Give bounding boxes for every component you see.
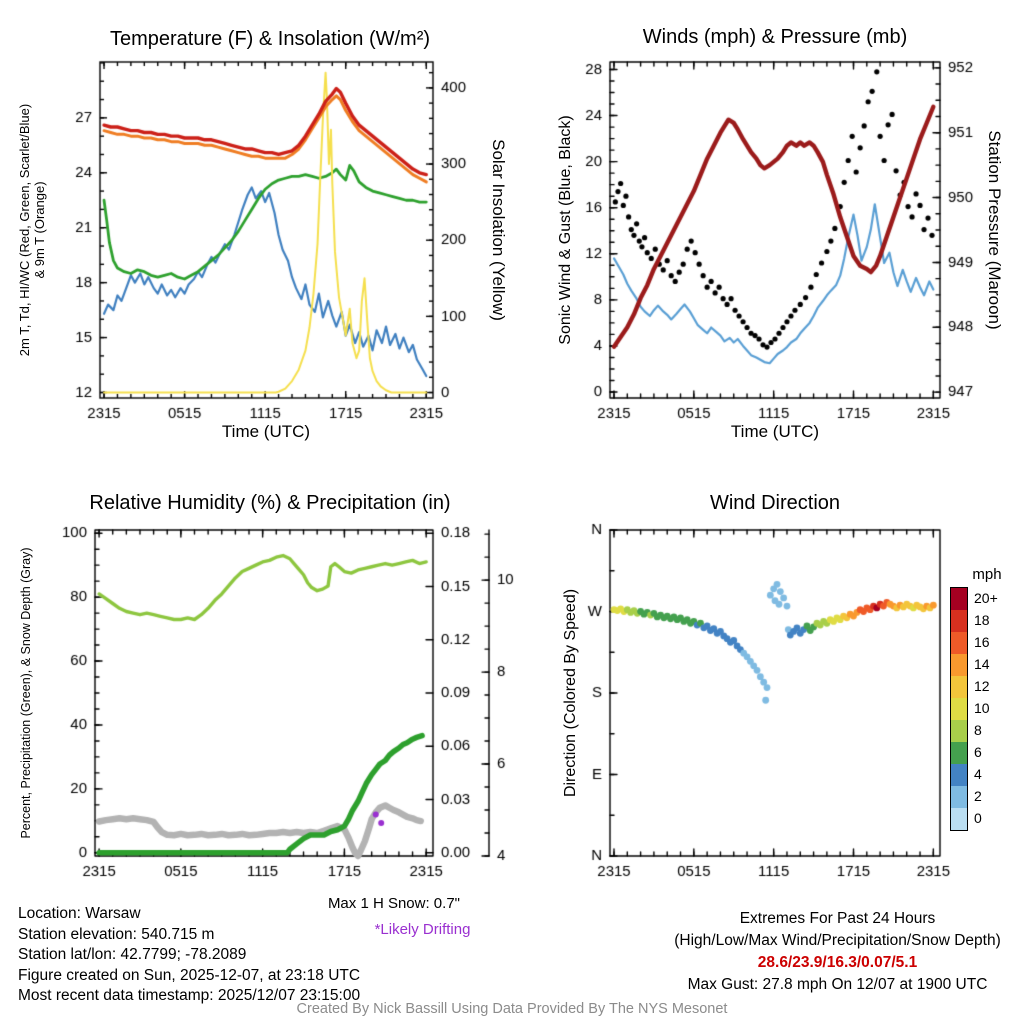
legend-title: mph <box>972 566 1002 583</box>
legend-label: 20+ <box>974 590 998 606</box>
legend-swatch-column <box>950 587 968 831</box>
legend-label: 6 <box>974 744 982 760</box>
wind-speed-legend: mph 20+ 18 16 14 12 10 8 6 4 2 0 <box>950 566 1010 831</box>
legend-swatch <box>951 786 967 808</box>
humidity-chart-title: Relative Humidity (%) & Precipitation (i… <box>89 492 451 514</box>
legend-swatch <box>951 676 967 698</box>
winds-xaxis-label: Time (UTC) <box>730 422 820 441</box>
legend-label: 16 <box>974 634 990 650</box>
temperature-chart-title: Temperature (F) & Insolation (W/m²) <box>109 28 431 50</box>
extremes-title: Extremes For Past 24 Hours <box>739 910 936 927</box>
direction-yaxis-left-label: Direction (Colored By Speed) <box>562 588 579 798</box>
credit-line: Created By Nick Bassill Using Data Provi… <box>296 1001 728 1017</box>
temperature-xaxis-label: Time (UTC) <box>221 422 311 441</box>
figure-created-timestamp: Figure created on Sun, 2025-12-07, at 23… <box>18 966 361 984</box>
legend-label: 14 <box>974 656 990 672</box>
station-elevation: Station elevation: 540.715 m <box>18 925 215 943</box>
legend-label: 0 <box>974 810 982 826</box>
max-snow-note: Max 1 H Snow: 0.7" <box>327 895 460 912</box>
humidity-yaxis-left-label: Percent, Precipitation (Green), & Snow D… <box>19 547 33 839</box>
legend-label: 18 <box>974 612 990 628</box>
legend-label: 10 <box>974 700 990 716</box>
pressure-yaxis-right-label: Station Pressure (Maroon) <box>985 130 1004 330</box>
legend-label: 2 <box>974 788 982 804</box>
legend-swatch <box>951 588 967 610</box>
extremes-values: 28.6/23.9/16.3/0.07/5.1 <box>757 954 918 971</box>
latest-data-timestamp: Most recent data timestamp: 2025/12/07 2… <box>18 987 361 1004</box>
legend-swatch <box>951 764 967 786</box>
legend-swatch <box>951 632 967 654</box>
legend-label-column: 20+ 18 16 14 12 10 8 6 4 2 0 <box>974 587 998 831</box>
legend-swatch <box>951 654 967 676</box>
legend-swatch <box>951 698 967 720</box>
max-gust-note: Max Gust: 27.8 mph On 12/07 at 1900 UTC <box>687 976 988 993</box>
wind-yaxis-left-label: Sonic Wind & Gust (Blue, Black) <box>557 115 574 345</box>
legend-label: 12 <box>974 678 990 694</box>
legend-body: 20+ 18 16 14 12 10 8 6 4 2 0 <box>950 587 1010 831</box>
legend-label: 8 <box>974 722 982 738</box>
temperature-yaxis-left-label: 2m T, Td, HI/WC (Red, Green, Scarlet/Blu… <box>17 103 47 357</box>
insolation-yaxis-right-label: Solar Insolation (Yellow) <box>489 139 508 321</box>
winds-chart-title: Winds (mph) & Pressure (mb) <box>642 26 908 48</box>
likely-drifting-note: *Likely Drifting <box>374 921 471 938</box>
station-location: Location: Warsaw <box>18 905 141 922</box>
legend-swatch <box>951 742 967 764</box>
station-info-block: Location: Warsaw Station elevation: 540.… <box>18 904 360 1007</box>
legend-swatch <box>951 720 967 742</box>
legend-swatch <box>951 808 967 830</box>
extremes-subtitle: (High/Low/Max Wind/Precipitation/Snow De… <box>674 932 1001 949</box>
legend-label: 4 <box>974 766 982 782</box>
extremes-block: Extremes For Past 24 Hours (High/Low/Max… <box>650 908 1024 996</box>
station-latlon: Station lat/lon: 42.7799; -78.2089 <box>18 946 247 963</box>
wind-direction-chart-title: Wind Direction <box>709 492 841 514</box>
legend-swatch <box>951 610 967 632</box>
